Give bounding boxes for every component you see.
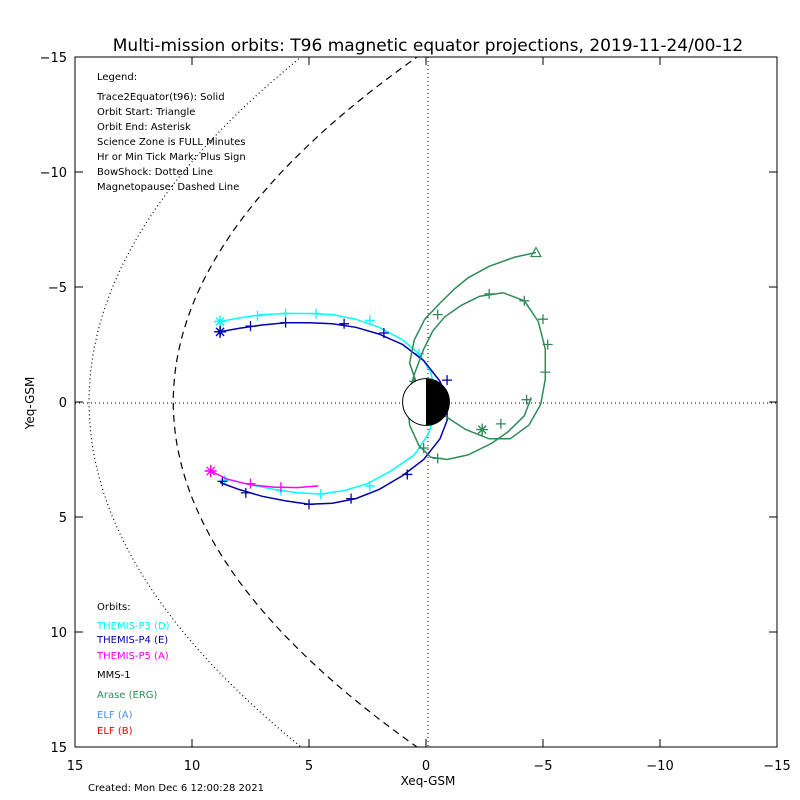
tick-mark-arase-erg <box>495 418 506 429</box>
x-tick-label: 0 <box>422 759 430 774</box>
tick-mark-arase-erg <box>519 295 530 306</box>
orbit-label-themis-p3: THEMIS-P3 (D) <box>96 621 170 632</box>
created-footer: Created: Mon Dec 6 12:00:28 2021 <box>88 783 264 794</box>
orbits-legend: Orbits: THEMIS-P3 (D) THEMIS-P4 (E) THEM… <box>96 602 170 737</box>
legend-line-bowshock: BowShock: Dotted Line <box>97 167 213 178</box>
tick-mark-arase-erg <box>542 339 553 350</box>
x-axis-label: Xeq-GSM <box>401 774 456 788</box>
tick-mark-themis-p4-e <box>217 476 228 487</box>
x-tick-label: −15 <box>763 759 790 774</box>
tick-mark-themis-p4-e <box>442 375 453 386</box>
magnetopause-line <box>172 57 419 747</box>
tick-mark-themis-p3-d <box>252 310 263 321</box>
orbit-line-themis-p5-a <box>210 470 319 489</box>
orbit-label-elf-a: ELF (A) <box>97 710 133 721</box>
legend-line-start: Orbit Start: Triangle <box>97 107 195 118</box>
x-tick-label: 5 <box>305 759 313 774</box>
tick-mark-arase-erg <box>540 367 551 378</box>
orbit-label-themis-p4: THEMIS-P4 (E) <box>96 635 168 646</box>
earth-icon <box>402 378 450 426</box>
tick-mark-themis-p5-a <box>245 478 256 489</box>
y-tick-label: −5 <box>48 281 67 296</box>
y-axis-ticks: −15 −10 −5 0 5 10 15 <box>40 51 777 756</box>
tick-mark-themis-p5-a <box>275 482 286 493</box>
series-layer <box>204 246 553 510</box>
x-axis-ticks: 15 10 5 0 −5 −10 −15 <box>67 57 791 774</box>
tick-mark-themis-p3-d <box>364 315 375 326</box>
tick-mark-themis-p4-e <box>304 499 314 510</box>
y-tick-label: −15 <box>40 51 67 66</box>
orbit-label-themis-p5: THEMIS-P5 (A) <box>96 651 169 662</box>
tick-mark-arase-erg <box>432 453 443 464</box>
orbit-end-arase-erg <box>476 423 489 436</box>
y-tick-label: −10 <box>40 166 67 181</box>
orbit-label-mms-1: MMS-1 <box>97 670 131 681</box>
tick-mark-arase-erg <box>432 309 443 320</box>
y-tick-label: 0 <box>59 396 67 411</box>
tick-mark-themis-p4-e <box>245 321 256 332</box>
orbit-end-themis-p5-a <box>204 465 217 477</box>
y-axis-label: Yeq-GSM <box>23 377 37 431</box>
x-tick-label: −10 <box>646 759 673 774</box>
tick-mark-themis-p4-e <box>280 317 291 328</box>
tick-mark-themis-p3-d <box>280 308 291 319</box>
tick-mark-arase-erg <box>418 443 429 453</box>
x-tick-label: −5 <box>533 759 552 774</box>
tick-mark-themis-p4-e <box>402 469 413 480</box>
tick-mark-themis-p4-e <box>240 487 251 498</box>
legend-line-end: Orbit End: Asterisk <box>97 122 191 133</box>
tick-mark-themis-p3-d <box>315 489 326 499</box>
y-tick-label: 5 <box>59 511 67 526</box>
x-tick-label: 15 <box>67 759 84 774</box>
tick-mark-arase-erg <box>538 314 548 325</box>
legend-line-trace: Trace2Equator(t96): Solid <box>96 92 225 103</box>
earth-nightside <box>426 378 450 426</box>
y-tick-label: 10 <box>50 626 67 641</box>
legend-line-magnetopause: Magnetopause: Dashed Line <box>97 182 239 193</box>
orbit-line-arase-erg <box>406 251 547 461</box>
orbit-label-arase: Arase (ERG) <box>97 690 158 701</box>
boundaries <box>88 57 419 747</box>
tick-mark-themis-p3-d <box>311 308 322 319</box>
y-tick-label: 15 <box>50 741 67 756</box>
orbit-label-elf-b: ELF (B) <box>97 726 133 737</box>
chart-title: Multi-mission orbits: T96 magnetic equat… <box>113 36 744 56</box>
tick-mark-arase-erg <box>521 394 532 405</box>
legend-heading: Legend: <box>97 72 137 83</box>
orbit-start-arase-erg <box>529 246 542 258</box>
tick-mark-arase-erg <box>484 288 495 299</box>
orbits-heading: Orbits: <box>97 602 131 613</box>
tick-mark-themis-p4-e <box>378 328 389 338</box>
orbit-end-themis-p3-d <box>214 315 227 328</box>
tick-mark-themis-p4-e <box>346 493 357 504</box>
x-tick-label: 10 <box>184 759 201 774</box>
tick-mark-themis-p3-d <box>364 480 375 491</box>
tick-mark-themis-p4-e <box>339 318 350 329</box>
legend-block: Legend: Trace2Equator(t96): Solid Orbit … <box>96 72 246 193</box>
legend-line-science-zone: Science Zone is FULL Minutes <box>97 137 246 148</box>
orbit-end-themis-p4-e <box>214 325 227 338</box>
legend-line-tick-mark: Hr or Min Tick Mark: Plus Sign <box>97 152 246 163</box>
